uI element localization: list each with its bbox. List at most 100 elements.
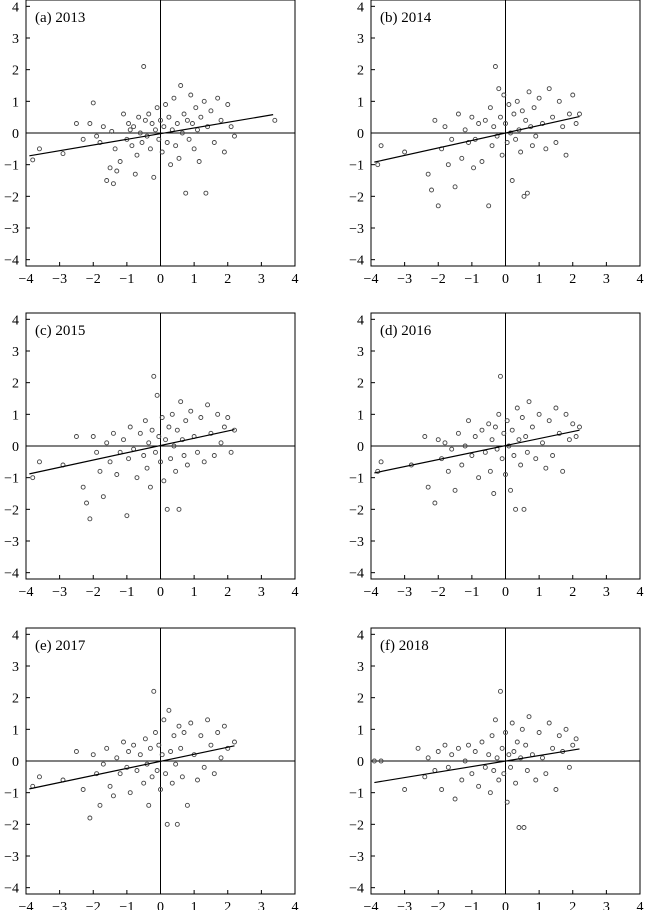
scatter-point [499,152,505,158]
scatter-point [110,793,116,799]
scatter-point [90,434,96,439]
x-tick-label: 4 [637,272,644,287]
scatter-point [110,430,116,436]
scatter-point [503,472,508,477]
scatter-point [149,774,155,780]
scatter-point [225,102,231,107]
x-tick-label: −3 [397,272,412,287]
x-tick-label: −4 [19,272,34,287]
x-tick-label: −3 [52,272,67,287]
scatter-point [198,415,204,420]
scatter-point [439,787,445,792]
y-tick-label: −4 [349,882,364,897]
scatter-point [168,162,174,168]
x-tick-label: 2 [569,272,576,287]
scatter-point [476,783,482,789]
scatter-point [178,83,184,88]
scatter-point [156,136,162,142]
scatter-point [173,468,179,474]
scatter-point [498,114,503,120]
scatter-point [159,149,165,155]
y-tick-label: 1 [12,95,19,110]
scatter-point [553,140,559,145]
scatter-point [489,733,495,739]
scatter-point [553,405,559,411]
scatter-point [205,717,211,723]
x-tick-label: −4 [364,900,379,910]
scatter-point [482,449,488,455]
scatter-point [144,465,150,471]
x-tick-label: 3 [258,272,265,287]
x-tick-label: 1 [191,585,198,600]
y-tick-label: −1 [349,159,364,174]
scatter-point [560,124,566,130]
y-tick-label: 0 [12,127,19,142]
scatter-point [469,114,475,120]
scatter-point [496,777,502,783]
x-tick-label: 1 [191,272,198,287]
scatter-point [171,95,177,101]
x-tick-label: −2 [86,272,101,287]
scatter-point [100,494,106,500]
scatter-point [188,92,194,98]
scatter-point [188,408,194,414]
scatter-point [201,764,207,770]
scatter-point [496,411,502,417]
scatter-point [540,755,545,761]
scatter-point [166,114,172,120]
scatter-point [142,418,148,424]
scatter-point [511,749,517,754]
scatter-point [107,459,113,465]
scatter-point [466,418,471,424]
scatter-point [117,159,123,164]
scatter-point [151,688,157,694]
scatter-point [221,424,227,430]
regression-line [374,429,580,474]
scatter-point [169,780,175,786]
scatter-point [218,755,224,761]
scatter-point [196,159,202,164]
scatter-point [178,399,184,405]
scatter-point [415,745,421,751]
scatter-point [570,421,576,427]
scatter-point [94,133,100,139]
scatter-point [573,121,579,126]
scatter-point [131,742,137,748]
y-tick-label: 4 [12,0,19,15]
x-tick-label: 0 [157,900,164,910]
scatter-point [181,111,187,117]
x-tick-label: 4 [292,272,299,287]
scatter-point [156,742,162,748]
scatter-point [546,86,552,92]
y-tick-label: 1 [12,408,19,423]
scatter-point [184,802,190,808]
scatter-point [80,136,86,142]
y-tick-label: 1 [357,723,364,738]
scatter-point [402,149,408,155]
scatter-point [80,787,86,792]
scatter-point [159,752,165,758]
y-tick-label: −4 [349,567,364,582]
y-tick-label: 0 [357,755,364,770]
scatter-point [100,124,106,130]
scatter-point [205,402,211,408]
y-tick-label: 2 [12,64,19,79]
scatter-point [550,745,556,751]
x-tick-label: 1 [536,900,543,910]
scatter-point [442,742,448,748]
scatter-point [211,453,217,458]
scatter-point [121,437,126,443]
scatter-point [184,117,190,123]
scatter-point [151,373,157,379]
scatter-point [422,774,428,780]
y-tick-label: −3 [349,222,364,237]
y-tick-label: −4 [4,567,19,582]
y-tick-label: 0 [12,755,19,770]
scatter-point [146,440,152,446]
scatter-point [110,181,116,187]
scatter-point [112,146,118,152]
scatter-point [134,152,140,158]
scatter-point [163,771,168,777]
panel-title: (d) 2016 [380,323,432,339]
x-tick-label: −4 [19,585,34,600]
